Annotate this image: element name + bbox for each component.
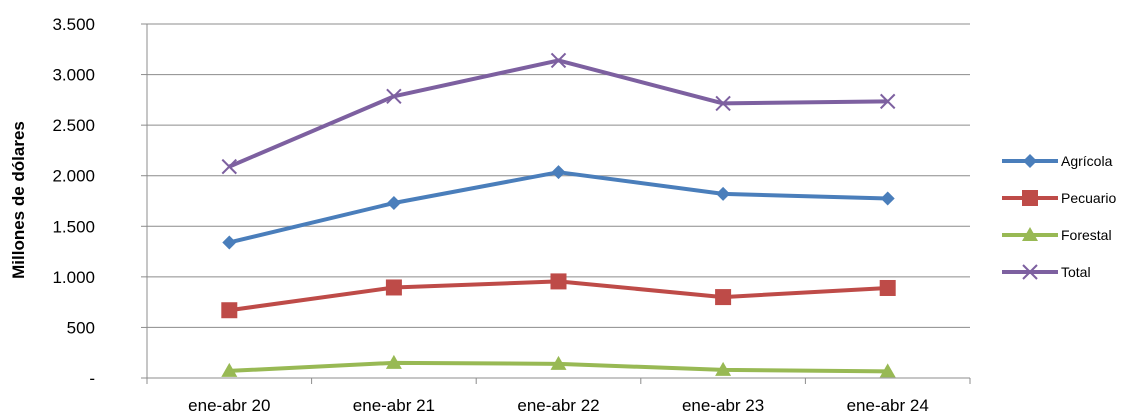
y-tick-label: 2.500 (52, 116, 95, 135)
data-point-diamond (222, 235, 237, 250)
legend-item: Pecuario (1002, 190, 1116, 206)
legend-label: Pecuario (1061, 190, 1116, 206)
series-layer (221, 52, 896, 378)
series-pecuario (221, 273, 896, 319)
data-point-square (1022, 190, 1038, 206)
data-point-x-stroke (879, 93, 896, 110)
legend: Agrícola Pecuario Forestal Total (1002, 153, 1116, 280)
data-point-square (385, 279, 402, 296)
y-tick-label: 500 (67, 318, 95, 337)
data-point-square (221, 302, 238, 319)
data-point-diamond (880, 191, 895, 206)
legend-label: Agrícola (1061, 153, 1113, 169)
data-point-diamond (386, 196, 401, 211)
data-point-x (715, 95, 731, 112)
legend-label: Forestal (1061, 227, 1112, 243)
data-point-x-stroke (1022, 264, 1038, 280)
data-point-triangle (715, 361, 732, 376)
series-line (228, 170, 888, 245)
series-total (221, 52, 896, 175)
x-axis-ticks: ene-abr 20 ene-abr 21 ene-abr 22 ene-abr 23… (146, 378, 971, 415)
legend-label: Total (1061, 264, 1091, 280)
grid-lines (147, 23, 970, 328)
data-point-x (1022, 264, 1038, 280)
y-tick-label: 3.500 (52, 15, 95, 34)
data-point-x-stroke (221, 158, 238, 175)
y-tick-label: 1.500 (52, 217, 95, 236)
data-point-diamond (1023, 154, 1037, 168)
y-tick-label: - (89, 369, 95, 388)
data-point-square (715, 289, 732, 306)
data-point-triangle (879, 363, 896, 378)
data-point-x (221, 158, 238, 175)
data-point-triangle (1022, 227, 1038, 241)
legend-item: Total (1002, 264, 1091, 280)
y-tick-label: 3.000 (52, 66, 95, 85)
legend-item: Forestal (1002, 227, 1112, 243)
x-tick-label: ene-abr 20 (188, 396, 270, 415)
data-point-square (879, 279, 896, 296)
series-forestal (221, 354, 896, 378)
x-tick-label: ene-abr 23 (682, 396, 764, 415)
data-point-x (550, 52, 567, 69)
series-agricola (222, 165, 895, 250)
data-point-diamond (716, 186, 731, 201)
x-tick-label: ene-abr 21 (353, 396, 435, 415)
legend-item: Agrícola (1002, 153, 1113, 169)
data-point-square (550, 273, 567, 290)
axes (146, 24, 970, 379)
y-axis-ticks: - 500 1.000 1.500 2.000 2.500 3.000 3.500 (52, 15, 147, 388)
data-point-x (386, 88, 402, 105)
y-tick-label: 2.000 (52, 167, 95, 186)
data-point-x (879, 93, 896, 110)
data-point-triangle (221, 362, 238, 377)
y-tick-label: 1.000 (52, 268, 95, 287)
x-tick-label: ene-abr 24 (847, 396, 929, 415)
series-line (228, 58, 888, 169)
x-tick-label: ene-abr 22 (517, 396, 599, 415)
data-point-x-stroke (715, 95, 731, 112)
data-point-triangle (385, 354, 402, 369)
data-point-diamond (551, 165, 566, 180)
data-point-triangle (550, 355, 567, 370)
y-axis-label: Millones de dólares (9, 121, 28, 279)
data-point-x-stroke (550, 52, 567, 69)
data-point-x-stroke (386, 88, 402, 105)
